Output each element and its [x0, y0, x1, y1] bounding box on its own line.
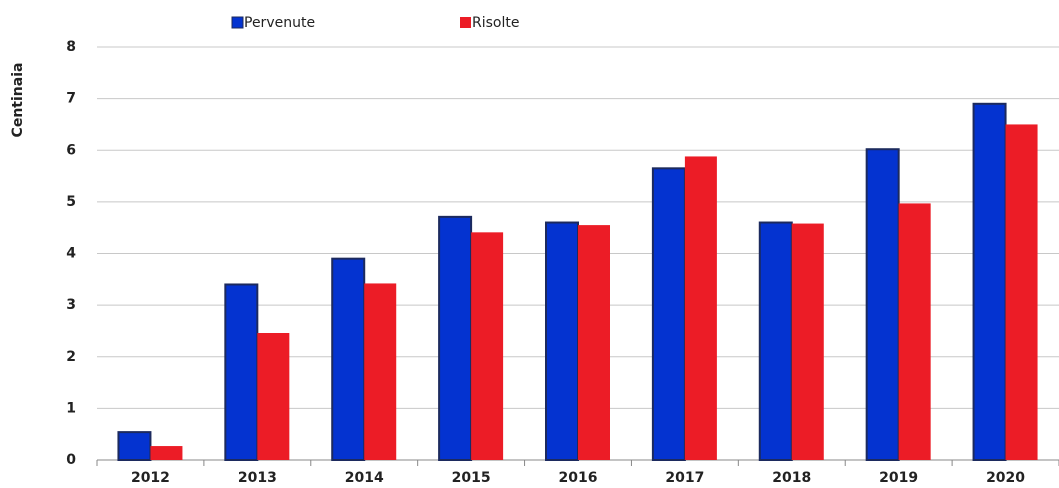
bar: [1005, 124, 1038, 460]
x-tick-label: 2013: [238, 470, 277, 486]
bar: [331, 257, 366, 461]
x-tick-label: 2017: [665, 470, 704, 486]
x-tick-label: 2015: [452, 470, 491, 486]
bar: [651, 167, 686, 461]
bar: [898, 203, 931, 460]
legend-label: Pervenute: [244, 15, 315, 31]
y-tick-label: 5: [66, 194, 76, 210]
bar: [364, 283, 397, 460]
y-tick-label: 8: [66, 39, 76, 55]
legend-swatch: [231, 16, 244, 29]
bar: [438, 215, 473, 461]
y-tick-label: 4: [66, 246, 76, 262]
bar: [865, 148, 900, 461]
bar: [150, 446, 183, 460]
bar: [758, 221, 793, 461]
y-tick-label: 6: [66, 142, 76, 158]
x-tick-label: 2016: [559, 470, 598, 486]
y-tick-label: 3: [66, 297, 76, 313]
y-tick-label: 2: [66, 349, 76, 365]
bar: [972, 102, 1007, 461]
bar: [545, 221, 579, 461]
legend-label: Risolte: [472, 15, 519, 31]
bar: [791, 223, 824, 460]
y-tick-label: 7: [66, 91, 76, 107]
y-tick-label: 1: [66, 400, 76, 416]
x-tick-label: 2018: [772, 470, 811, 486]
bar: [684, 156, 717, 460]
bar: [117, 431, 152, 461]
bar: [257, 333, 290, 460]
x-tick-label: 2012: [131, 470, 170, 486]
y-tick-label: 0: [66, 452, 76, 468]
y-axis-label: Centinaia: [10, 63, 26, 138]
bar: [224, 283, 259, 461]
x-tick-label: 2020: [986, 470, 1025, 486]
x-tick-label: 2014: [345, 470, 384, 486]
x-tick-label: 2019: [879, 470, 918, 486]
bar: [471, 232, 504, 460]
bar: [578, 225, 610, 460]
legend-swatch: [460, 17, 471, 28]
